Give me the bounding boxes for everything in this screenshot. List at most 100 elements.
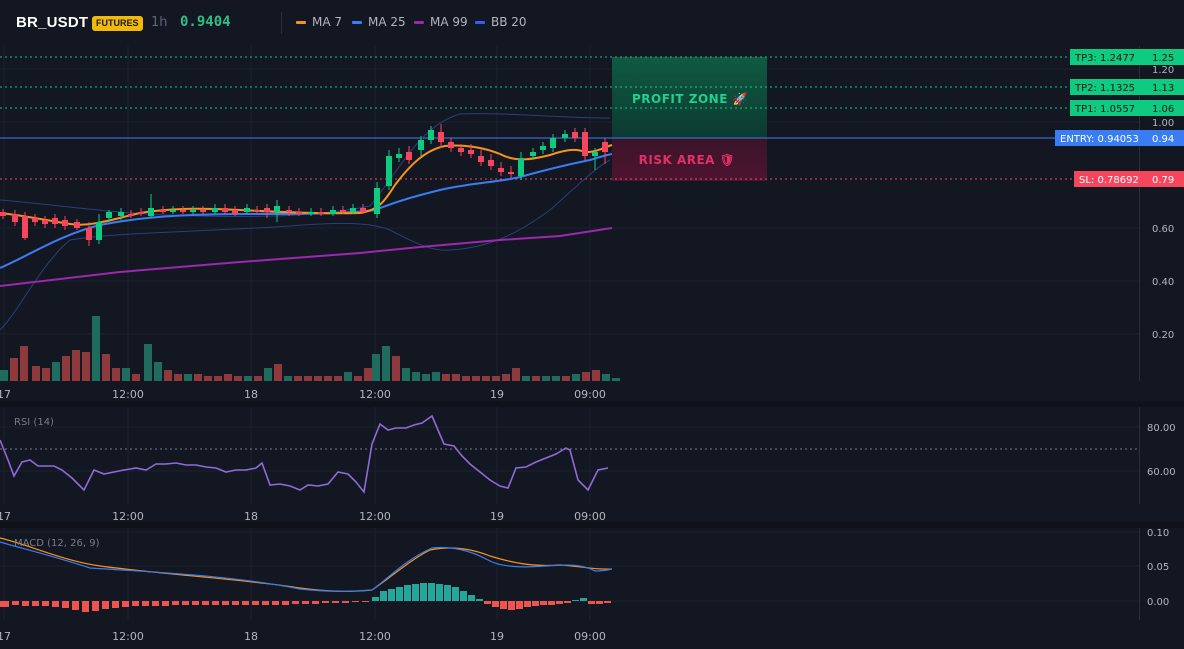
time-tick: 12:00	[359, 510, 391, 523]
pane-separator[interactable]	[0, 522, 1184, 528]
macd-hist-bar	[52, 601, 59, 607]
time-tick: 19	[490, 630, 504, 643]
price-tick: 0.40	[1152, 277, 1174, 288]
volume-bar	[214, 376, 222, 381]
ma7-line	[0, 144, 613, 226]
entry-label-box	[1055, 130, 1140, 146]
candle-body	[468, 150, 474, 154]
candle-body	[448, 142, 454, 148]
macd-hist-bar	[112, 601, 119, 608]
macd-hist-bar	[580, 598, 587, 601]
candle-body	[508, 172, 514, 174]
time-tick: 12:00	[112, 510, 144, 523]
time-tick: 18	[244, 388, 258, 401]
rsi-line	[0, 414, 609, 494]
candle-body	[428, 130, 434, 140]
candle-body	[190, 210, 196, 212]
macd-histogram	[0, 583, 611, 612]
macd-hist-bar	[444, 585, 451, 601]
macd-hist-bar	[342, 601, 349, 603]
volume-bar	[244, 376, 252, 381]
macd-line	[0, 541, 613, 592]
volume-bar	[402, 368, 410, 381]
macd-hist-bar	[436, 584, 443, 601]
candle-body	[318, 212, 324, 214]
last-price: 0.9404	[180, 14, 231, 30]
tp1-price-box	[1140, 100, 1184, 116]
macd-hist-bar	[192, 601, 199, 605]
candle-body	[286, 210, 292, 212]
candle-body	[350, 208, 356, 212]
macd-hist-bar	[12, 601, 19, 605]
legend-ma25[interactable]: MA 25	[352, 15, 406, 29]
candle-body	[138, 212, 144, 214]
price-tick: 1.00	[1152, 118, 1174, 129]
volume-bar	[132, 374, 140, 381]
time-tick: 09:00	[574, 388, 606, 401]
volume-bar	[582, 372, 590, 381]
tp2-label-box	[1070, 79, 1140, 95]
macd-hist-bar	[0, 601, 3, 607]
candle-body	[264, 208, 270, 212]
candle-body	[12, 214, 18, 222]
legend-bb20[interactable]: BB 20	[475, 15, 527, 29]
macd-hist-bar	[92, 601, 99, 611]
volume-series	[0, 316, 620, 381]
candle-body	[148, 208, 154, 216]
macd-hist-bar	[282, 601, 289, 605]
candle-body	[602, 142, 608, 152]
candle-body	[308, 212, 314, 214]
candle-body	[550, 138, 556, 148]
profit-zone-label: PROFIT ZONE 🚀	[632, 92, 748, 106]
candle-body	[438, 132, 444, 142]
macd-hist-bar	[412, 584, 419, 601]
time-tick: 12:00	[359, 630, 391, 643]
volume-bar	[274, 364, 282, 381]
symbol-name[interactable]: BR_USDT	[16, 14, 89, 31]
volume-bar	[184, 374, 192, 381]
macd-hist-bar	[532, 601, 539, 606]
macd-hist-bar	[122, 601, 129, 607]
volume-bar	[0, 370, 8, 381]
volume-bar	[502, 374, 510, 381]
macd-hist-bar	[516, 601, 523, 609]
macd-hist-bar	[372, 597, 379, 601]
timeframe-label[interactable]: 1h	[151, 15, 168, 30]
volume-bar	[10, 358, 18, 381]
macd-hist-bar	[388, 589, 395, 601]
volume-bar	[112, 368, 120, 381]
price-tick: 0.60	[1152, 224, 1174, 235]
macd-tick: 0.00	[1147, 597, 1169, 608]
pane-separator[interactable]	[0, 401, 1184, 407]
macd-hist-bar	[272, 601, 279, 605]
time-tick: 17	[0, 388, 11, 401]
candle-body	[418, 140, 424, 150]
volume-bar	[194, 374, 202, 381]
volume-bar	[482, 376, 490, 381]
candle-body	[274, 206, 280, 212]
candle-body	[62, 220, 68, 226]
legend-ma7[interactable]: MA 7	[296, 15, 342, 29]
volume-bar	[20, 346, 28, 381]
volume-bar	[62, 356, 70, 381]
volume-bar	[102, 354, 110, 381]
candle-body	[244, 208, 250, 212]
trade-level-labels[interactable]: TP3: 1.2477 1.25 TP2: 1.1325 1.13 TP1: 1.055…	[1055, 49, 1184, 187]
candle-body	[572, 132, 578, 138]
volume-bar	[304, 376, 312, 381]
volume-bar	[422, 374, 430, 381]
candle-body	[22, 216, 28, 238]
volume-bar	[532, 376, 540, 381]
candlestick-series[interactable]	[0, 124, 608, 246]
macd-scale-border	[1139, 528, 1140, 620]
tp3-price-box	[1140, 49, 1184, 65]
candle-body	[74, 222, 80, 228]
time-tick: 09:00	[574, 510, 606, 523]
macd-tick: 0.05	[1147, 562, 1169, 573]
legend-label: MA 25	[368, 15, 406, 29]
candle-body	[518, 158, 524, 176]
macd-hist-bar	[548, 601, 555, 605]
legend-ma99[interactable]: MA 99	[414, 15, 468, 29]
volume-bar	[294, 376, 302, 381]
